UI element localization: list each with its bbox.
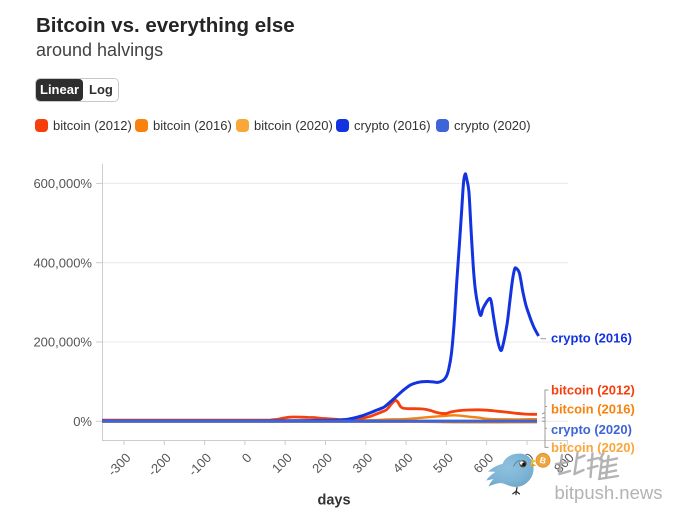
svg-text:bitcoin (2020): bitcoin (2020) (551, 440, 635, 455)
svg-text:bitpush.news: bitpush.news (555, 482, 663, 503)
svg-text:400,000%: 400,000% (33, 255, 92, 270)
svg-text:0%: 0% (73, 414, 92, 429)
svg-text:bitcoin (2012): bitcoin (2012) (551, 382, 635, 397)
svg-text:100: 100 (269, 450, 295, 476)
svg-text:200,000%: 200,000% (33, 335, 92, 350)
svg-text:500: 500 (430, 450, 456, 476)
svg-text:-200: -200 (145, 450, 174, 479)
svg-text:600,000%: 600,000% (33, 176, 92, 191)
svg-text:-100: -100 (185, 450, 214, 479)
svg-text:0: 0 (239, 450, 255, 466)
svg-text:days: days (317, 493, 350, 509)
svg-text:400: 400 (390, 450, 416, 476)
svg-text:300: 300 (349, 450, 375, 476)
svg-text:B: B (539, 455, 547, 466)
svg-text:crypto (2020): crypto (2020) (551, 422, 632, 437)
svg-text:200: 200 (309, 450, 335, 476)
svg-text:600: 600 (470, 450, 496, 476)
svg-text:-300: -300 (105, 450, 134, 479)
svg-text:bitcoin (2016): bitcoin (2016) (551, 401, 635, 416)
svg-text:crypto (2016): crypto (2016) (551, 331, 632, 346)
